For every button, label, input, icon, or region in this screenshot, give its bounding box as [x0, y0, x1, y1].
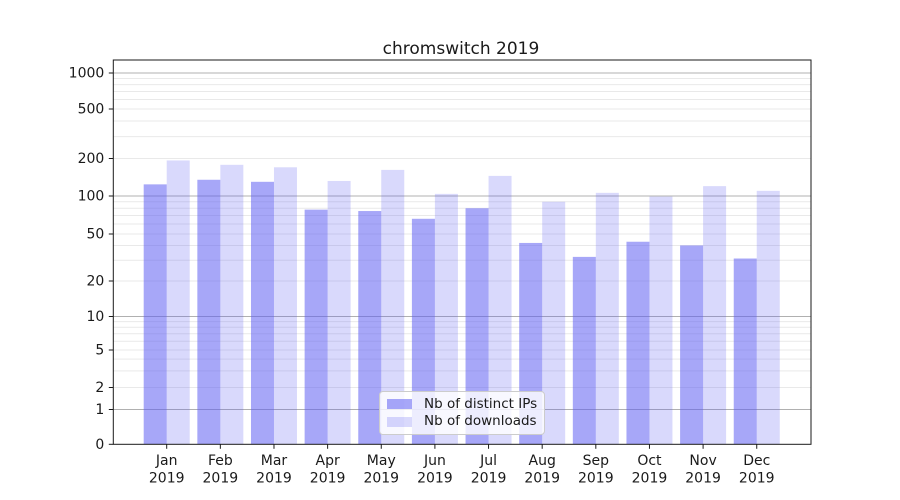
x-tick-label-year: 2019	[524, 471, 560, 487]
bar-downloads-oct	[649, 196, 673, 445]
x-tick-label-year: 2019	[685, 471, 721, 487]
bar-downloads-jul	[488, 175, 512, 445]
x-tick-label-year: 2019	[417, 471, 453, 487]
x-tick-label-year: 2019	[739, 471, 775, 487]
plot-border	[112, 59, 812, 445]
y-axis-tick-labels: 0 1 2 5 10 20 50 100 200 500 1000	[69, 66, 105, 453]
y-tick-label: 20	[86, 274, 104, 290]
bar-downloads-sep	[595, 192, 619, 445]
bar-distinct-ips-may	[358, 211, 382, 445]
bar-distinct-ips-jul	[465, 208, 489, 445]
bar-distinct-ips-oct	[626, 241, 650, 445]
bar-downloads-dec	[756, 190, 780, 445]
y-tick-label: 0	[95, 437, 104, 453]
y-tick-label: 1	[95, 402, 104, 418]
bar-downloads-jan	[166, 160, 190, 445]
x-tick-label-month: Feb	[208, 453, 233, 469]
x-axis-tick-labels: Jan 2019 Feb 2019 Mar 2019 Apr 2019 May 2019 Jun 20…	[149, 453, 775, 487]
y-tick-label: 5	[95, 343, 104, 359]
x-tick-label-month: Oct	[637, 453, 662, 469]
x-tick-label-month: Jul	[479, 453, 497, 469]
x-tick-label-month: Mar	[261, 453, 288, 469]
bar-downloads-aug	[542, 201, 566, 445]
bar-downloads-jun	[434, 193, 458, 445]
legend-label-downloads: Nb of downloads	[424, 413, 537, 429]
legend: Nb of distinct IPs Nb of downloads	[379, 391, 545, 435]
x-tick-label-year: 2019	[256, 471, 292, 487]
legend-swatch-distinct-ips	[387, 399, 412, 410]
legend-item-downloads: Nb of downloads	[387, 413, 537, 429]
y-tick-label: 500	[78, 102, 105, 118]
x-tick-label-year: 2019	[149, 471, 185, 487]
legend-item-distinct-ips: Nb of distinct IPs	[387, 395, 538, 412]
x-tick-label-year: 2019	[203, 471, 239, 487]
bar-downloads-feb	[220, 164, 244, 445]
y-tick-label: 1000	[69, 66, 105, 82]
x-tick-label-month: Aug	[529, 453, 556, 469]
bar-distinct-ips-dec	[733, 258, 757, 445]
bar-distinct-ips-jan	[143, 184, 167, 445]
bar-distinct-ips-sep	[572, 256, 596, 445]
x-tick-label-month: Jun	[423, 453, 446, 469]
bar-distinct-ips-nov	[680, 245, 704, 445]
y-tick-label: 100	[78, 189, 105, 205]
x-tick-label-year: 2019	[363, 471, 399, 487]
x-tick-label-year: 2019	[310, 471, 346, 487]
bar-distinct-ips-apr	[304, 209, 328, 445]
y-tick-label: 2	[95, 380, 104, 396]
bar-downloads-mar	[273, 167, 297, 445]
minor-gridlines	[113, 77, 811, 388]
chart-title: chromswitch 2019	[383, 39, 540, 59]
x-tick-label-month: Apr	[316, 453, 340, 469]
x-tick-label-month: Dec	[743, 453, 770, 469]
axis-tick-marks	[108, 72, 758, 449]
y-tick-label: 50	[86, 227, 104, 243]
x-tick-label-month: Nov	[689, 453, 716, 469]
y-tick-label: 200	[78, 151, 105, 167]
legend-swatch-downloads	[387, 416, 412, 427]
x-tick-label-year: 2019	[578, 471, 614, 487]
x-tick-label-year: 2019	[471, 471, 507, 487]
bar-distinct-ips-jun	[411, 218, 435, 445]
bar-downloads-nov	[703, 186, 727, 445]
legend-label-distinct-ips: Nb of distinct IPs	[424, 395, 538, 412]
bar-distinct-ips-feb	[197, 179, 221, 445]
x-tick-label-year: 2019	[632, 471, 668, 487]
bar-downloads-apr	[327, 180, 351, 445]
x-tick-label-month: Jan	[155, 453, 178, 469]
bar-distinct-ips-mar	[250, 181, 274, 445]
bar-downloads-may	[381, 169, 405, 445]
x-tick-label-month: May	[367, 453, 396, 469]
x-tick-label-month: Sep	[583, 453, 610, 469]
y-tick-label: 10	[86, 309, 104, 325]
